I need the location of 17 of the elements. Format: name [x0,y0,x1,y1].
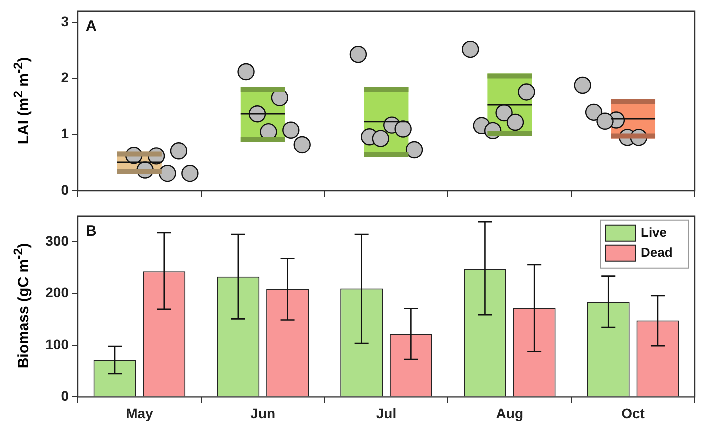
x-tick-label: May [126,405,154,422]
y-tick-label: 200 [46,284,70,301]
y-tick-label: 300 [46,233,70,250]
annotation: B [86,223,97,240]
y-tick-label: 0 [61,182,70,198]
legend-label: Dead [641,244,673,260]
x-tick-label: Jun [250,405,276,422]
y-tick-label: 1 [61,126,70,142]
x-tick-label: Jul [376,405,397,422]
x-tick-label: Aug [496,405,524,422]
y-tick-label: 100 [46,336,70,352]
y-tick-label: 3 [61,13,70,30]
x-tick-label: Oct [622,405,646,422]
annotation: A [86,18,97,36]
y-tick-label: 0 [61,388,70,404]
y-tick-label: 2 [61,70,70,86]
legend-label: Live [641,224,668,240]
